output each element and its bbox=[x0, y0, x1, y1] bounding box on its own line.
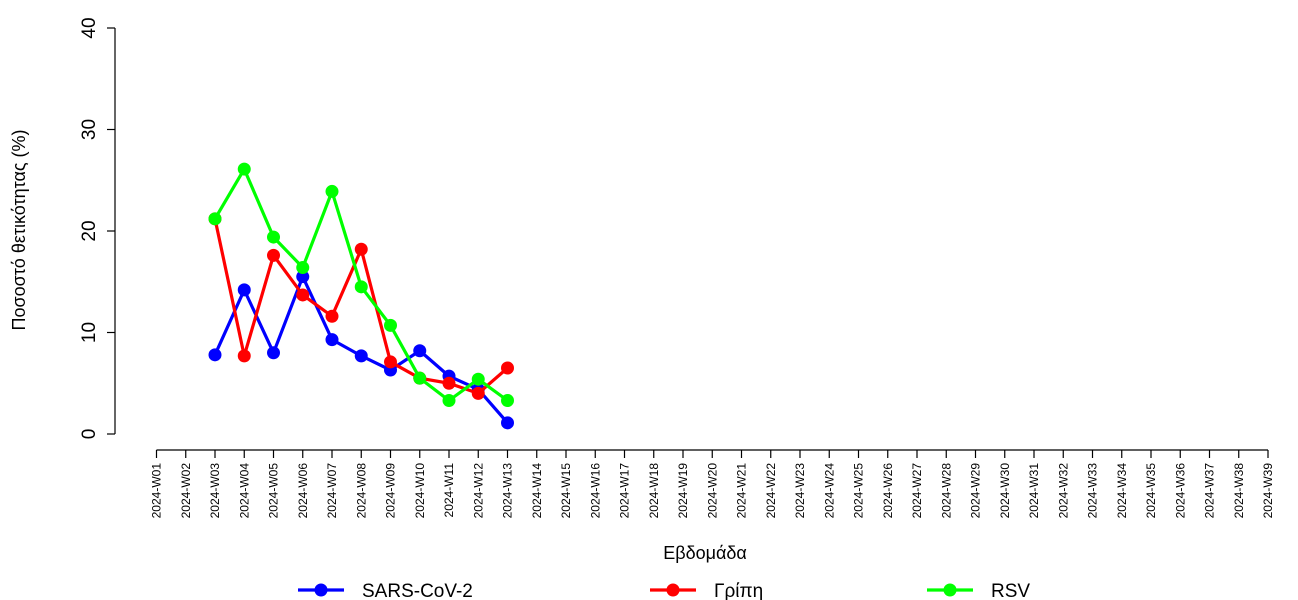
data-point bbox=[354, 280, 368, 294]
data-point bbox=[354, 349, 368, 363]
legend-item: Γρίπη bbox=[650, 581, 763, 600]
series-0 bbox=[208, 270, 514, 430]
x-tick-label: 2024-W05 bbox=[267, 463, 281, 519]
legend-label: RSV bbox=[991, 581, 1030, 600]
x-tick-label: 2024-W03 bbox=[208, 463, 222, 519]
x-tick-label: 2024-W34 bbox=[1115, 463, 1129, 519]
x-tick-label: 2024-W22 bbox=[764, 463, 778, 519]
data-point bbox=[501, 394, 514, 408]
data-point bbox=[471, 372, 485, 386]
x-tick-label: 2024-W11 bbox=[442, 463, 456, 518]
x-tick-label: 2024-W12 bbox=[471, 463, 485, 519]
data-point bbox=[325, 184, 339, 198]
x-tick-label: 2024-W14 bbox=[530, 463, 544, 519]
x-tick-label: 2024-W36 bbox=[1173, 463, 1187, 519]
legend: SARS-CoV-2 Γρίπη RSV bbox=[298, 581, 1030, 600]
x-tick-label: 2024-W01 bbox=[150, 463, 164, 519]
x-tick-label: 2024-W06 bbox=[296, 463, 310, 519]
x-tick-label: 2024-W33 bbox=[1086, 463, 1100, 519]
series-2 bbox=[208, 162, 514, 408]
y-tick-label: 30 bbox=[79, 119, 100, 140]
data-point bbox=[501, 416, 514, 430]
data-point bbox=[267, 248, 280, 262]
data-point bbox=[208, 212, 222, 226]
x-tick-label: 2024-W15 bbox=[559, 463, 573, 519]
series-1 bbox=[208, 212, 514, 400]
data-point bbox=[325, 333, 339, 347]
legend-marker bbox=[314, 583, 328, 597]
legend-marker bbox=[666, 583, 680, 597]
data-point bbox=[267, 230, 280, 244]
y-tick-label: 20 bbox=[79, 220, 100, 241]
data-point bbox=[325, 309, 339, 323]
x-tick-label: 2024-W27 bbox=[910, 463, 924, 519]
y-tick-label: 0 bbox=[79, 429, 100, 440]
data-point bbox=[442, 394, 456, 408]
y-tick-label: 10 bbox=[79, 322, 100, 343]
x-tick-label: 2024-W37 bbox=[1203, 463, 1217, 519]
x-tick-label: 2024-W13 bbox=[501, 463, 515, 519]
data-point bbox=[296, 288, 310, 302]
x-tick-label: 2024-W02 bbox=[179, 463, 193, 519]
data-point bbox=[208, 348, 222, 362]
x-tick-label: 2024-W04 bbox=[237, 463, 251, 519]
x-tick-label: 2024-W24 bbox=[822, 463, 836, 519]
data-point bbox=[296, 270, 310, 284]
x-tick-label: 2024-W19 bbox=[676, 463, 690, 519]
x-tick-label: 2024-W35 bbox=[1144, 463, 1158, 519]
x-tick-label: 2024-W10 bbox=[413, 463, 427, 519]
x-tick-label: 2024-W31 bbox=[1027, 463, 1041, 519]
x-tick-label: 2024-W30 bbox=[998, 463, 1012, 519]
data-point bbox=[413, 371, 427, 385]
data-point bbox=[267, 346, 280, 360]
data-point bbox=[442, 376, 456, 390]
data-point bbox=[384, 355, 397, 369]
legend-label: Γρίπη bbox=[714, 581, 763, 600]
x-tick-label: 2024-W17 bbox=[618, 463, 632, 519]
x-tick-label: 2024-W18 bbox=[647, 463, 661, 519]
x-tick-label: 2024-W39 bbox=[1261, 463, 1275, 519]
legend-item: RSV bbox=[927, 581, 1030, 600]
data-point bbox=[413, 344, 427, 358]
data-point bbox=[237, 283, 251, 297]
y-axis: 0 10 20 30 40 bbox=[79, 17, 116, 440]
data-point bbox=[501, 361, 514, 375]
x-tick-label: 2024-W32 bbox=[1056, 463, 1070, 519]
x-axis: 2024-W01 2024-W02 2024-W03 2024-W04 2024-W05… bbox=[150, 449, 1275, 519]
data-point bbox=[237, 349, 251, 363]
x-axis-title: Εβδομάδα bbox=[663, 543, 747, 563]
x-tick-label: 2024-W26 bbox=[881, 463, 895, 519]
x-tick-label: 2024-W25 bbox=[852, 463, 866, 519]
legend-label: SARS-CoV-2 bbox=[362, 581, 473, 600]
x-tick-label: 2024-W21 bbox=[735, 463, 749, 519]
y-axis-title: Ποσοστό θετικότητας (%) bbox=[9, 129, 29, 330]
x-tick-label: 2024-W23 bbox=[793, 463, 807, 519]
data-point bbox=[354, 242, 368, 256]
x-tick-label: 2024-W08 bbox=[354, 463, 368, 519]
x-tick-label: 2024-W16 bbox=[588, 463, 602, 519]
x-tick-label: 2024-W29 bbox=[969, 463, 983, 519]
series-layer bbox=[208, 162, 514, 430]
data-point bbox=[384, 318, 397, 332]
x-tick-label: 2024-W07 bbox=[325, 463, 339, 519]
legend-item: SARS-CoV-2 bbox=[298, 581, 473, 600]
x-tick-label: 2024-W28 bbox=[939, 463, 953, 519]
y-tick-label: 40 bbox=[79, 17, 100, 38]
data-point bbox=[296, 261, 310, 275]
x-tick-label: 2024-W20 bbox=[705, 463, 719, 519]
x-tick-label: 2024-W38 bbox=[1232, 463, 1246, 519]
data-point bbox=[237, 162, 251, 176]
legend-marker bbox=[943, 583, 957, 597]
data-point bbox=[471, 386, 485, 400]
x-tick-label: 2024-W09 bbox=[384, 463, 398, 519]
